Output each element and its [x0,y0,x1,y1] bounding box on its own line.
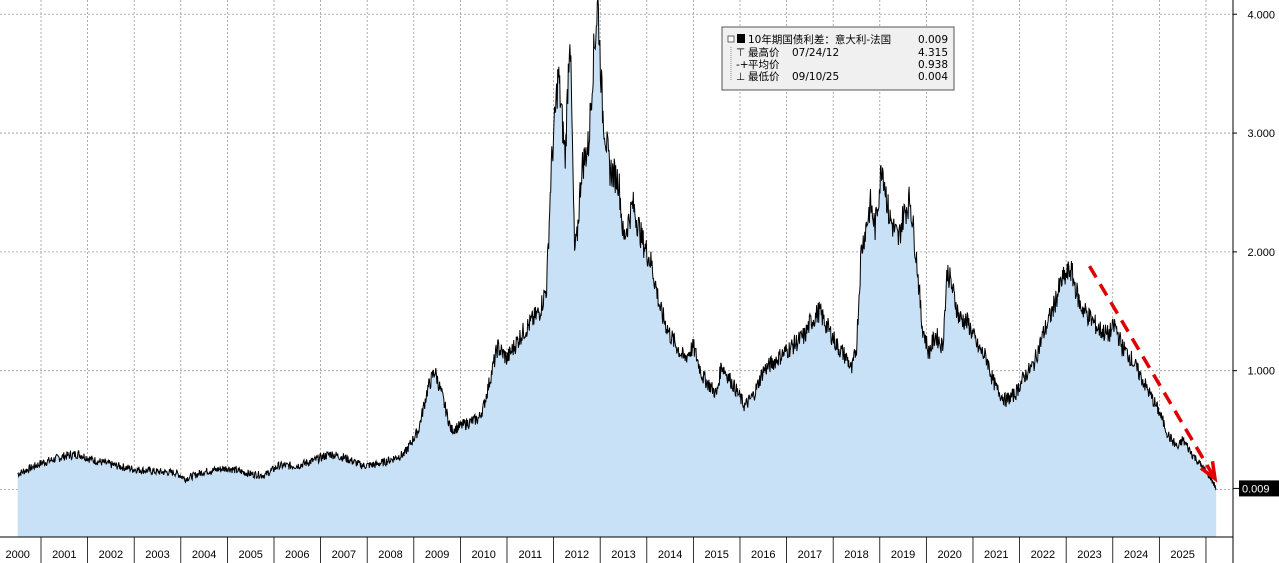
x-tick-label-2015: 2015 [704,549,728,561]
x-tick-label-2019: 2019 [891,549,915,561]
trend-arrow [1087,265,1218,483]
trend-arrow-head [1199,460,1218,483]
legend-high-value: 4.315 [918,47,948,59]
x-tick-label-2014: 2014 [658,549,682,561]
legend-low-label: 最低价 [748,70,780,83]
low-marker-icon: ⊥ [736,71,745,83]
legend-last-value: 0.009 [918,34,948,46]
axes [0,0,1234,563]
x-tick-label-2008: 2008 [378,549,402,561]
legend-avg-value: 0.938 [918,59,948,71]
x-tick-label-2001: 2001 [52,549,76,561]
x-tick-label-2020: 2020 [937,549,961,561]
legend-collapse-icon[interactable] [727,35,735,43]
x-tick-label-2018: 2018 [844,549,868,561]
high-marker-icon: ⊤ [736,47,745,59]
x-tick-label-2025: 2025 [1170,549,1194,561]
x-tick-label-2004: 2004 [192,549,216,561]
x-tick-label-2009: 2009 [425,549,449,561]
x-tick-label-2016: 2016 [751,549,775,561]
y-axis-tick-labels: 1.000 2.000 3.000 4.000 [1233,9,1275,378]
x-tick-label-2000: 2000 [5,549,29,561]
x-tick-label-2024: 2024 [1124,549,1148,561]
legend-series-name: 10年期国债利差：意大利-法国 [748,33,891,46]
x-tick-label-2007: 2007 [332,549,356,561]
x-axis-tick-labels: 2000 2001 2002 2003 2004 2005 2006 2007 2008 2009… [5,537,1207,563]
y-tick-label-0: 1.000 [1247,366,1275,378]
legend-low-value: 0.004 [918,71,948,83]
x-tick-label-2003: 2003 [145,549,169,561]
x-tick-label-2021: 2021 [984,549,1008,561]
average-marker-icon: -+- [736,59,753,71]
y-tick-label-2: 3.000 [1247,128,1275,140]
y-tick-label-1: 2.000 [1247,247,1275,259]
last-value-background [1239,480,1279,497]
legend-background [721,26,955,91]
x-tick-label-2002: 2002 [99,549,123,561]
legend-avg-label: 平均价 [748,59,780,71]
series-line-it-fr-spread [17,0,1217,491]
x-tick-label-2011: 2011 [518,549,542,561]
x-tick-label-2013: 2013 [611,549,635,561]
x-tick-label-2005: 2005 [238,549,262,561]
x-tick-label-2023: 2023 [1077,549,1101,561]
x-tick-label-2022: 2022 [1031,549,1055,561]
legend-box[interactable]: 10年期国债利差：意大利-法国 0.009 ⊤ 最高价 07/24/12 4.3… [721,26,955,91]
x-tick-label-2006: 2006 [285,549,309,561]
x-tick-label-2017: 2017 [798,549,822,561]
area-fill [17,0,1217,537]
last-value-label: 0.009 [1242,483,1270,495]
y-tick-label-3: 4.000 [1247,9,1275,21]
legend-swatch-icon [737,34,745,43]
legend-high-label: 最高价 [748,46,780,59]
x-tick-label-2012: 2012 [565,549,589,561]
legend-low-date: 09/10/25 [792,71,839,83]
last-value-badge: 0.009 [1233,480,1279,497]
legend-high-date: 07/24/12 [792,47,839,59]
x-tick-label-2010: 2010 [471,549,495,561]
